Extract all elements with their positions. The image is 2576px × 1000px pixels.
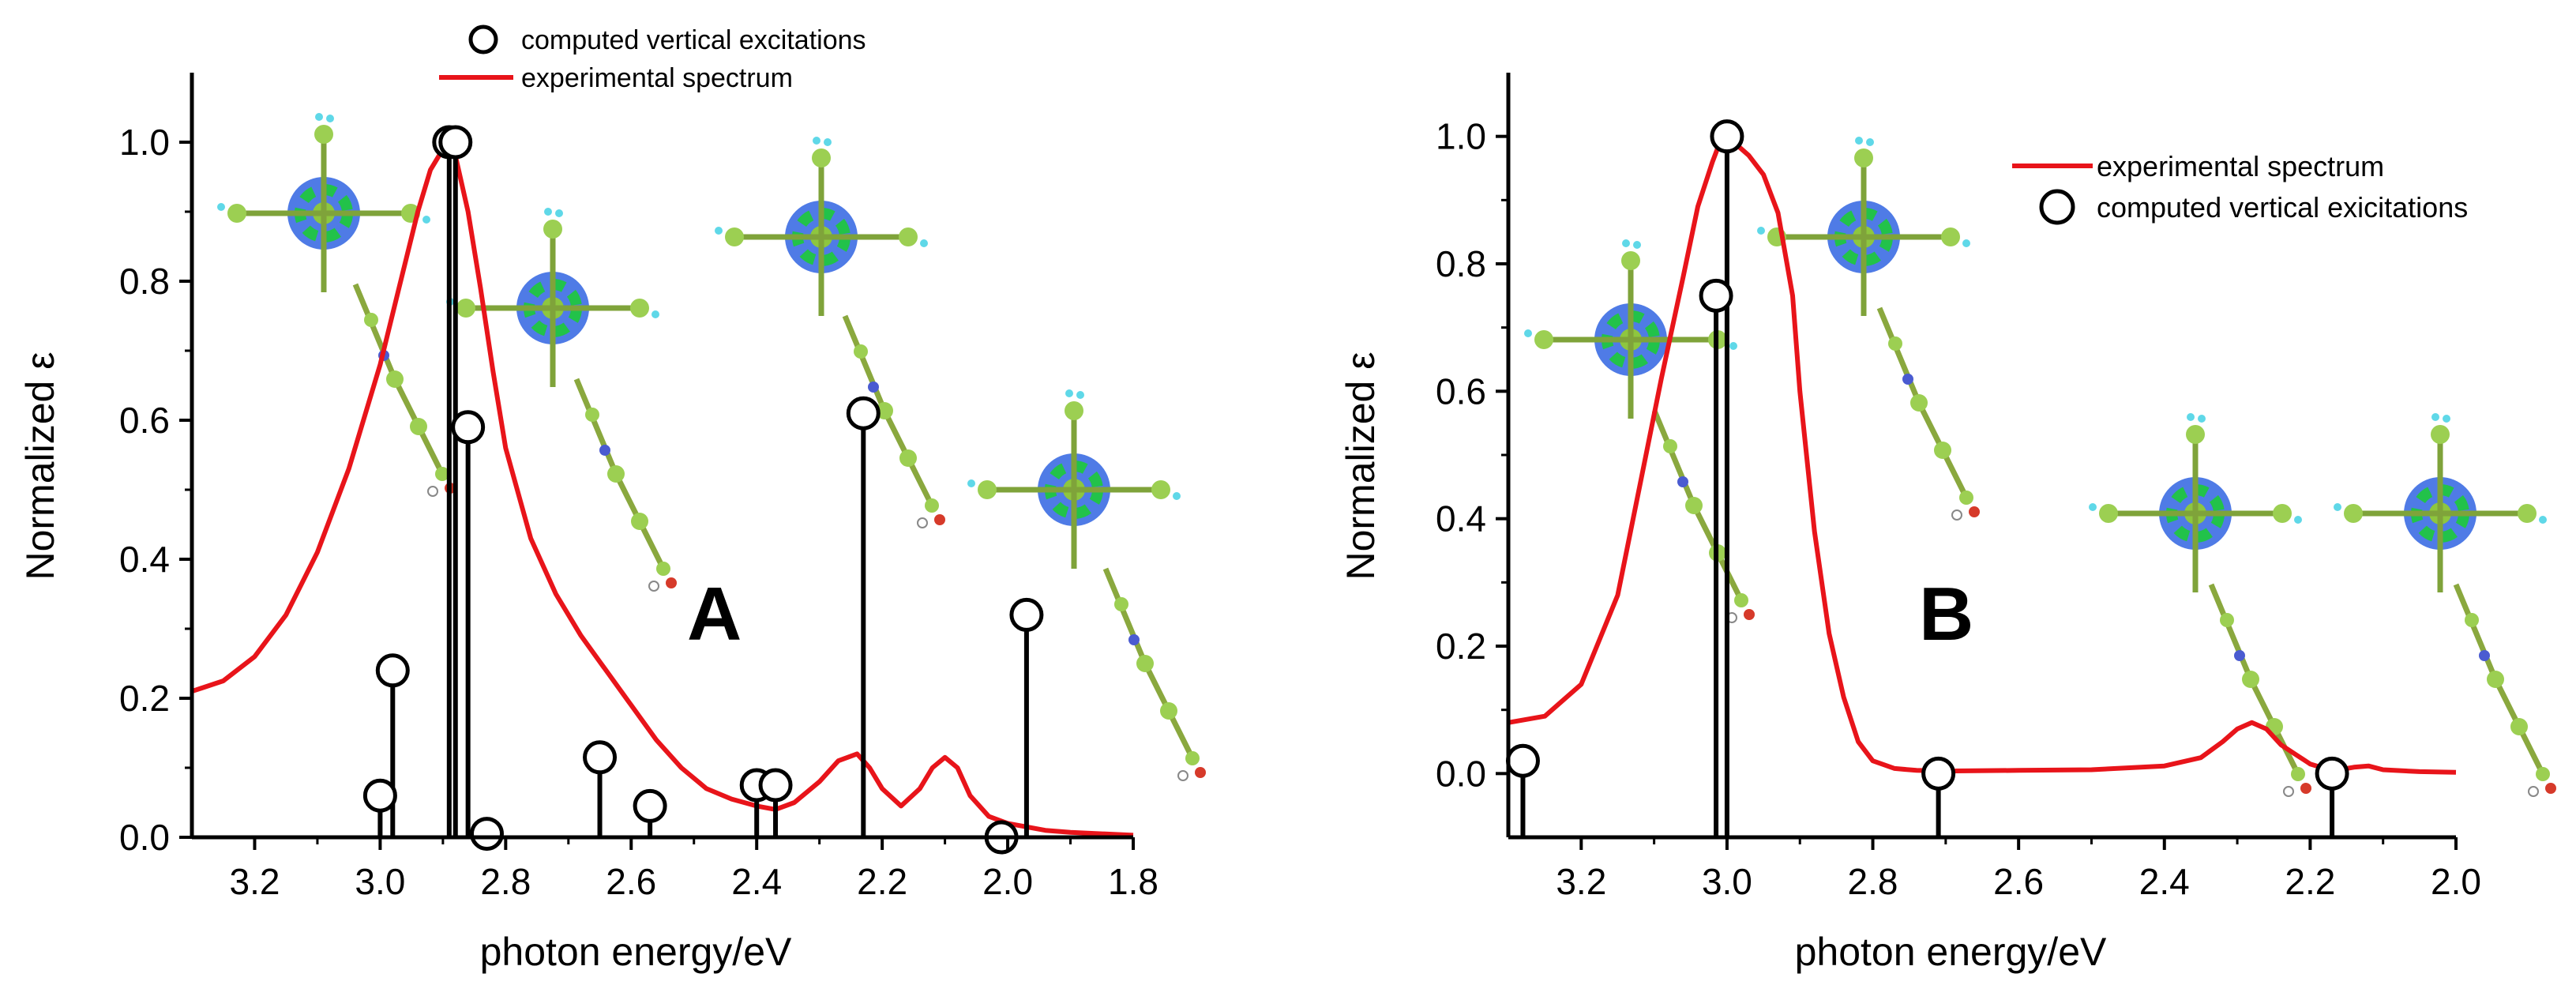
b-excitation-marker — [2315, 756, 2349, 791]
a-excitation-marker — [583, 740, 618, 775]
b-legend-entry-experimental: experimental spectrum — [2097, 150, 2384, 182]
a-y-tick-label: 0.2 — [119, 678, 170, 719]
b-experimental-spectrum-line — [1508, 133, 2457, 775]
b-panel-label: B — [1919, 572, 1973, 656]
a-excitation-marker — [362, 778, 397, 813]
b-x-tick-label: 3.0 — [1702, 861, 1752, 902]
a-axes: 3.2 3.0 2.8 2.6 2.4 2.2 2.0 1.8 0.0 0.2 0.4 0.6 0.8 1… — [119, 73, 1158, 902]
a-x-axis-label: photon energy/eV — [480, 930, 792, 974]
a-excitation-marker — [438, 125, 473, 160]
a-x-tick-label: 2.6 — [606, 861, 656, 902]
a-plot-area — [191, 125, 1134, 855]
a-excitation-marker — [451, 410, 486, 445]
b-x-tick-label: 2.6 — [1993, 861, 2044, 902]
a-x-tick-label: 2.2 — [857, 861, 907, 902]
a-y-tick-label: 1.0 — [119, 122, 170, 163]
b-y-tick-label: 1.0 — [1436, 116, 1486, 157]
panel-b: 3.2 3.0 2.8 2.6 2.4 2.2 2.00.00.20.40.60.81.0 … — [1339, 73, 2556, 974]
a-x-tick-label: 1.8 — [1108, 861, 1158, 902]
a-molecule-structures — [217, 113, 1206, 780]
a-excitation-marker — [758, 768, 793, 803]
a-x-tick-label: 2.4 — [731, 861, 782, 902]
b-excitation-marker — [1710, 119, 1744, 154]
a-excitation-marker — [375, 653, 410, 688]
molecule-image — [1757, 137, 1980, 520]
b-molecule-structures — [1524, 137, 2556, 796]
panel-a: 3.2 3.0 2.8 2.6 2.4 2.2 2.0 1.8 0.0 0.2 0.4 0.6 0.8 1… — [18, 24, 1206, 974]
b-axes: 3.2 3.0 2.8 2.6 2.4 2.2 2.0 0.0 0.2 0.4 0.6 0.8 1.0 — [1436, 73, 2481, 902]
b-x-tick-label: 2.2 — [2285, 861, 2335, 902]
a-y-tick-label: 0.8 — [119, 261, 170, 302]
b-x-tick-label: 2.4 — [2139, 861, 2190, 902]
a-y-tick-label: 0.0 — [119, 817, 170, 858]
b-excitation-marker — [1699, 278, 1733, 313]
a-legend: computed vertical excitations experiment… — [439, 24, 866, 93]
a-x-tick-label: 2.0 — [982, 861, 1033, 902]
b-y-tick-label: 0.6 — [1436, 370, 1486, 412]
b-x-tick-label: 2.8 — [1848, 861, 1898, 902]
a-legend-entry-experimental: experimental spectrum — [521, 63, 793, 93]
b-legend: experimental spectrum computed vertical … — [2012, 150, 2468, 225]
b-x-axis-label: photon energy/eV — [1795, 930, 2107, 974]
b-legend-entry-computed: computed vertical exicitations — [2097, 191, 2468, 224]
a-y-tick-label: 0.4 — [119, 539, 170, 580]
a-y-axis-label: Normalized ε — [18, 352, 62, 580]
legend-marker-circle — [2039, 189, 2075, 225]
molecule-image — [715, 137, 945, 528]
a-excitation-marker — [633, 788, 667, 823]
a-x-tick-label: 2.8 — [480, 861, 531, 902]
a-excitation-marker — [1009, 597, 1044, 632]
a-x-tick-label: 3.2 — [229, 861, 280, 902]
b-y-tick-label: 0.2 — [1436, 626, 1486, 667]
b-y-tick-label: 0.0 — [1436, 753, 1486, 794]
molecule-image — [217, 113, 456, 496]
a-x-tick-label: 3.0 — [355, 861, 405, 902]
a-y-tick-label: 0.6 — [119, 400, 170, 441]
legend-marker-circle — [468, 24, 498, 55]
b-x-tick-label: 2.0 — [2431, 861, 2481, 902]
b-y-tick-label: 0.8 — [1436, 243, 1486, 284]
b-y-axis-label: Normalized ε — [1339, 352, 1383, 580]
b-excitation-marker — [1921, 756, 1956, 791]
a-experimental-spectrum-line — [191, 140, 1134, 838]
molecule-image — [446, 208, 677, 591]
b-x-tick-label: 3.2 — [1556, 861, 1606, 902]
a-excitation-marker — [846, 396, 881, 430]
b-y-tick-label: 0.4 — [1436, 498, 1486, 539]
b-plot-area — [1505, 119, 2457, 837]
b-excitation-marker — [1505, 743, 1540, 778]
a-excitation-marker — [469, 817, 504, 852]
molecule-image — [2334, 413, 2556, 796]
molecule-image — [967, 389, 1206, 780]
a-panel-label: A — [687, 572, 742, 656]
a-legend-entry-computed: computed vertical excitations — [521, 25, 866, 55]
